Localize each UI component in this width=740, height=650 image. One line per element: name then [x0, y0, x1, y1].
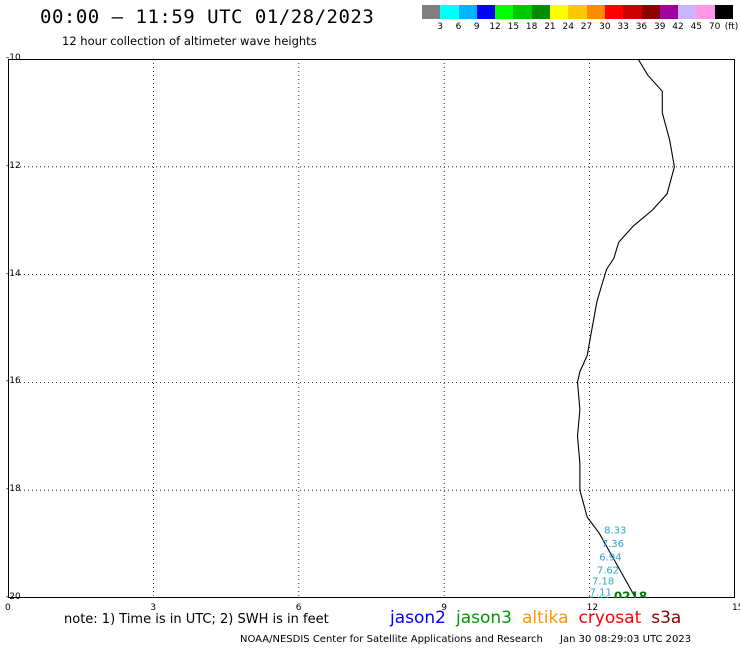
legend-labels: 3 6 9 12 15 18 21 24 27 30 33 36 39 42 45 70 (ft): [422, 22, 738, 32]
legend-swatch-12: [641, 5, 660, 19]
lat-tick-label: -14: [6, 268, 21, 279]
lat-tick-label: -20: [6, 592, 21, 602]
coastline: [576, 59, 675, 598]
legend-label-2: 9: [473, 22, 480, 32]
pass-time-label: 0218: [614, 590, 647, 598]
swh-reading-3: 7.62: [597, 566, 619, 577]
lon-tick-label: 12: [586, 603, 599, 613]
swh-reading-1: 7.36: [602, 539, 624, 550]
legend-label-9: 30: [599, 22, 611, 32]
legend-unit: (ft): [724, 22, 739, 32]
legend-swatch-6: [531, 5, 551, 19]
swh-reading-5: 7.11: [590, 587, 612, 598]
legend-swatch-9: [586, 5, 605, 19]
lon-tick-label: 9: [441, 603, 447, 613]
color-legend: 3 6 9 12 15 18 21 24 27 30 33 36 39 42 45 70 (ft): [422, 5, 738, 32]
satellite-legend: jason2 jason3 altika cryosat s3a: [390, 608, 691, 628]
legend-label-8: 27: [580, 22, 593, 32]
map-frame: [8, 59, 735, 598]
timestamp: Jan 30 08:29:03 UTC 2023: [560, 634, 692, 645]
legend-label-7: 24: [562, 22, 574, 32]
legend-swatch-14: [678, 5, 697, 19]
credit-line: NOAA/NESDIS Center for Satellite Applica…: [240, 634, 691, 645]
lon-tick-label: 0: [5, 603, 11, 613]
legend-swatch-1: [440, 5, 459, 19]
legend-label-3: 12: [489, 22, 501, 32]
swh-readings: 8.33 7.36 6.94 7.627.187.117.83 0218: [587, 525, 647, 598]
swh-reading-4: 7.18: [592, 577, 614, 588]
legend-swatch-11: [623, 5, 642, 19]
legend-label-0: 3: [437, 22, 444, 32]
legend-label-6: 21: [544, 22, 556, 32]
swh-reading-0: 8.33: [604, 525, 626, 536]
legend-swatch-2: [458, 5, 477, 19]
satellite-altika: altika: [522, 608, 569, 628]
lat-tick-label: -16: [6, 376, 21, 387]
legend-swatch-0: [422, 5, 441, 19]
map-title: 00:00 – 11:59 UTC 01/28/2023: [40, 6, 375, 28]
legend-swatch-7: [550, 5, 569, 19]
lon-tick-label: 15: [732, 603, 740, 613]
swh-reading-6: 7.83: [587, 595, 609, 598]
legend-swatch-10: [604, 5, 624, 19]
legend-swatch-8: [568, 5, 587, 19]
legend-label-14: 45: [690, 22, 703, 32]
legend-label-10: 33: [617, 22, 629, 32]
map-area: 8.33 7.36 6.94 7.627.187.117.83 0218: [8, 59, 735, 598]
map-subtitle: 12 hour collection of altimeter wave hei…: [62, 34, 317, 48]
legend-label-13: 42: [672, 22, 684, 32]
legend-swatch-13: [659, 5, 679, 19]
legend-label-4: 15: [507, 22, 520, 32]
lon-tick-label: 3: [150, 603, 157, 613]
swh-reading-2: 6.94: [599, 552, 621, 563]
legend-swatches: [422, 5, 738, 19]
lon-tick-label: 6: [295, 603, 302, 613]
lat-tick-label: -18: [6, 484, 21, 495]
legend-swatch-15: [696, 5, 715, 19]
legend-swatch-5: [513, 5, 532, 19]
legend-swatch-3: [476, 5, 496, 19]
map-canvas: 8.33 7.36 6.94 7.627.187.117.83 0218: [8, 59, 735, 598]
legend-label-12: 39: [653, 22, 666, 32]
satellite-s3a: s3a: [651, 608, 682, 628]
satellite-cryosat: cryosat: [578, 608, 642, 628]
legend-label-11: 36: [635, 22, 648, 32]
legend-swatch-4: [495, 5, 514, 19]
satellite-jason2: jason2: [390, 608, 446, 628]
lat-tick-label: -10: [6, 53, 21, 63]
legend-swatch-16: [714, 5, 734, 19]
satellite-jason3: jason3: [456, 608, 512, 628]
legend-label-1: 6: [455, 22, 462, 32]
legend-label-15: 70: [708, 22, 721, 32]
credit-text: NOAA/NESDIS Center for Satellite Applica…: [240, 634, 543, 645]
legend-label-5: 18: [525, 22, 538, 32]
footer-note: note: 1) Time is in UTC; 2) SWH is in fe…: [64, 612, 329, 627]
lat-tick-label: -12: [6, 160, 21, 171]
